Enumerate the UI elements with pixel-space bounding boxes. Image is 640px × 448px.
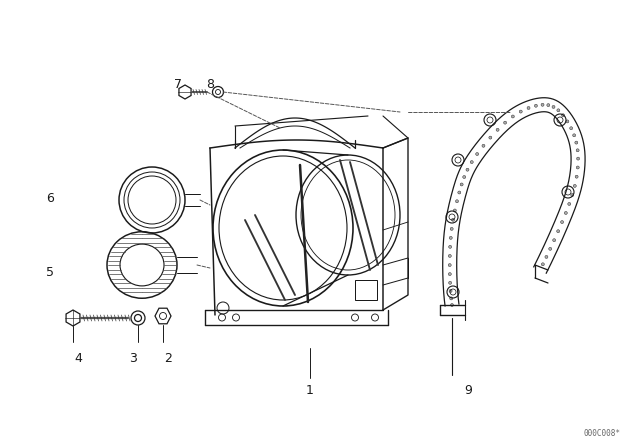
Text: 1: 1 bbox=[306, 383, 314, 396]
Text: 2: 2 bbox=[164, 352, 172, 365]
Circle shape bbox=[548, 247, 552, 250]
Text: 000C008*: 000C008* bbox=[583, 429, 620, 438]
Circle shape bbox=[448, 272, 451, 276]
Text: 3: 3 bbox=[129, 352, 137, 365]
Circle shape bbox=[448, 263, 451, 267]
Circle shape bbox=[453, 209, 456, 212]
Text: 6: 6 bbox=[46, 191, 54, 204]
Circle shape bbox=[553, 239, 556, 242]
Circle shape bbox=[458, 191, 461, 194]
Circle shape bbox=[564, 211, 567, 215]
Text: 9: 9 bbox=[464, 383, 472, 396]
Circle shape bbox=[557, 230, 559, 233]
Circle shape bbox=[534, 104, 538, 107]
Circle shape bbox=[527, 107, 530, 109]
Circle shape bbox=[573, 185, 576, 187]
Circle shape bbox=[545, 255, 548, 258]
Circle shape bbox=[576, 149, 579, 152]
Circle shape bbox=[496, 128, 499, 131]
Circle shape bbox=[577, 157, 580, 160]
Circle shape bbox=[561, 114, 564, 117]
Text: 5: 5 bbox=[46, 266, 54, 279]
Circle shape bbox=[575, 141, 578, 144]
Circle shape bbox=[541, 103, 544, 106]
Circle shape bbox=[449, 289, 452, 293]
Circle shape bbox=[547, 103, 550, 107]
Circle shape bbox=[489, 136, 492, 139]
Text: 4: 4 bbox=[74, 352, 82, 365]
Circle shape bbox=[449, 281, 452, 284]
Circle shape bbox=[504, 121, 507, 124]
Circle shape bbox=[568, 202, 571, 206]
Circle shape bbox=[470, 160, 473, 164]
Circle shape bbox=[511, 115, 515, 118]
Circle shape bbox=[448, 254, 451, 258]
Circle shape bbox=[466, 168, 469, 171]
Circle shape bbox=[566, 120, 569, 123]
Circle shape bbox=[476, 152, 479, 155]
Circle shape bbox=[519, 110, 522, 113]
Circle shape bbox=[463, 176, 466, 178]
Circle shape bbox=[451, 303, 454, 306]
Circle shape bbox=[449, 246, 452, 248]
Circle shape bbox=[561, 220, 564, 224]
Circle shape bbox=[557, 109, 560, 112]
Bar bbox=[355, 280, 377, 300]
Circle shape bbox=[576, 166, 579, 169]
Circle shape bbox=[571, 194, 574, 197]
Circle shape bbox=[575, 175, 578, 178]
Circle shape bbox=[552, 105, 555, 108]
Circle shape bbox=[456, 200, 458, 203]
Circle shape bbox=[541, 263, 545, 266]
Circle shape bbox=[573, 134, 575, 137]
Circle shape bbox=[450, 297, 452, 300]
Circle shape bbox=[450, 228, 453, 230]
Circle shape bbox=[570, 127, 573, 130]
Text: 7: 7 bbox=[174, 78, 182, 91]
Circle shape bbox=[449, 237, 452, 239]
Circle shape bbox=[452, 218, 454, 221]
Text: 8: 8 bbox=[206, 78, 214, 91]
Circle shape bbox=[482, 144, 485, 147]
Circle shape bbox=[460, 183, 463, 186]
